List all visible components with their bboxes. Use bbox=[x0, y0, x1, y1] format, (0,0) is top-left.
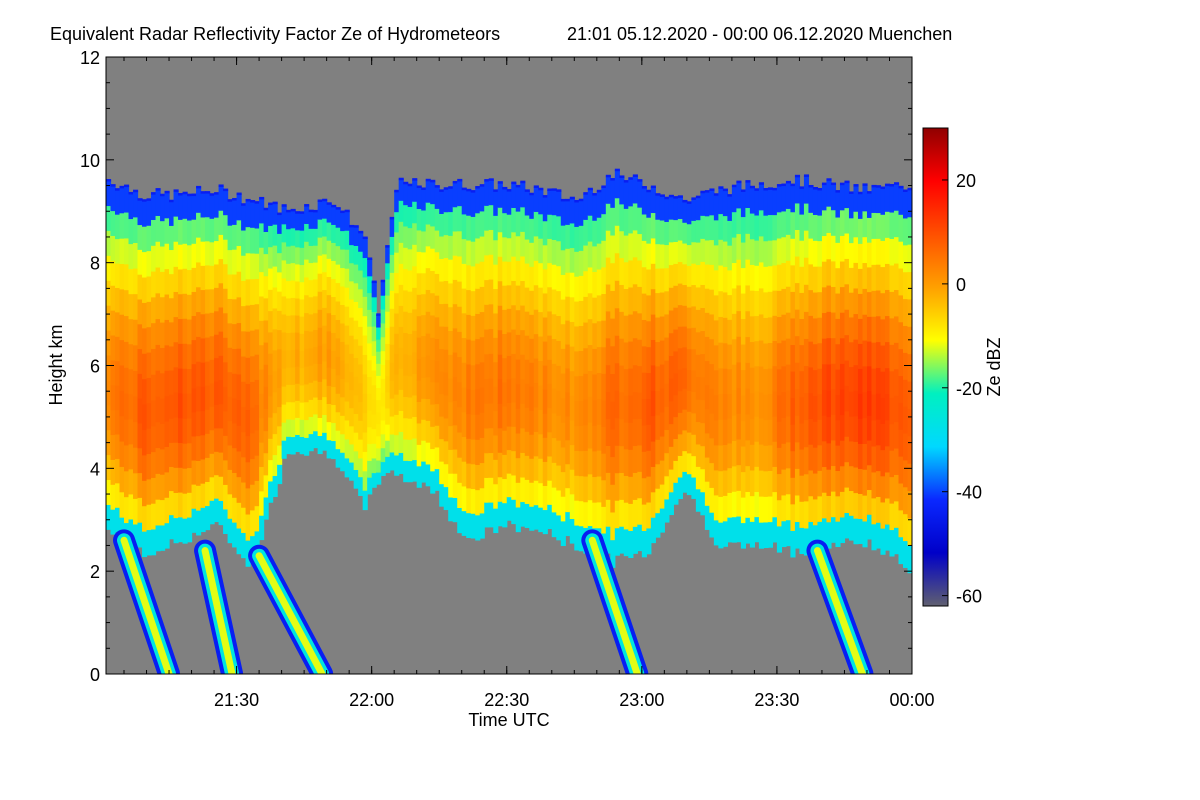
chart-subtitle: 21:01 05.12.2020 - 00:00 06.12.2020 Muen… bbox=[567, 24, 952, 44]
y-tick-label: 8 bbox=[90, 254, 100, 274]
x-axis-label: Time UTC bbox=[468, 710, 549, 730]
colorbar bbox=[922, 127, 949, 607]
y-tick-label: 10 bbox=[80, 151, 100, 171]
x-tick-label: 23:30 bbox=[754, 690, 799, 710]
colorbar-tick-label: 20 bbox=[956, 171, 976, 191]
reflectivity-field bbox=[106, 168, 912, 674]
x-axis: 21:30 22:00 22:30 23:00 23:30 00:00 bbox=[123, 57, 935, 710]
y-tick-label: 12 bbox=[80, 48, 100, 68]
colorbar-tick-label: -60 bbox=[956, 587, 982, 607]
y-tick-label: 6 bbox=[90, 357, 100, 377]
colorbar-ticks: -60 -40 -20 0 20 bbox=[942, 171, 982, 607]
y-tick-label: 2 bbox=[90, 562, 100, 582]
x-tick-label: 22:30 bbox=[484, 690, 529, 710]
colorbar-label: Ze dBZ bbox=[984, 337, 1004, 396]
colorbar-tick-label: 0 bbox=[956, 275, 966, 295]
x-tick-label: 00:00 bbox=[889, 690, 934, 710]
colorbar-tick-label: -40 bbox=[956, 483, 982, 503]
y-tick-label: 0 bbox=[90, 665, 100, 685]
x-tick-label: 23:00 bbox=[619, 690, 664, 710]
y-axis: 0 2 4 6 8 10 12 bbox=[80, 48, 912, 685]
x-tick-label: 21:30 bbox=[214, 690, 259, 710]
y-tick-label: 4 bbox=[90, 459, 100, 479]
colorbar-tick-label: -20 bbox=[956, 379, 982, 399]
y-axis-label: Height km bbox=[46, 324, 66, 405]
chart-title: Equivalent Radar Reflectivity Factor Ze … bbox=[50, 24, 500, 44]
x-tick-label: 22:00 bbox=[349, 690, 394, 710]
